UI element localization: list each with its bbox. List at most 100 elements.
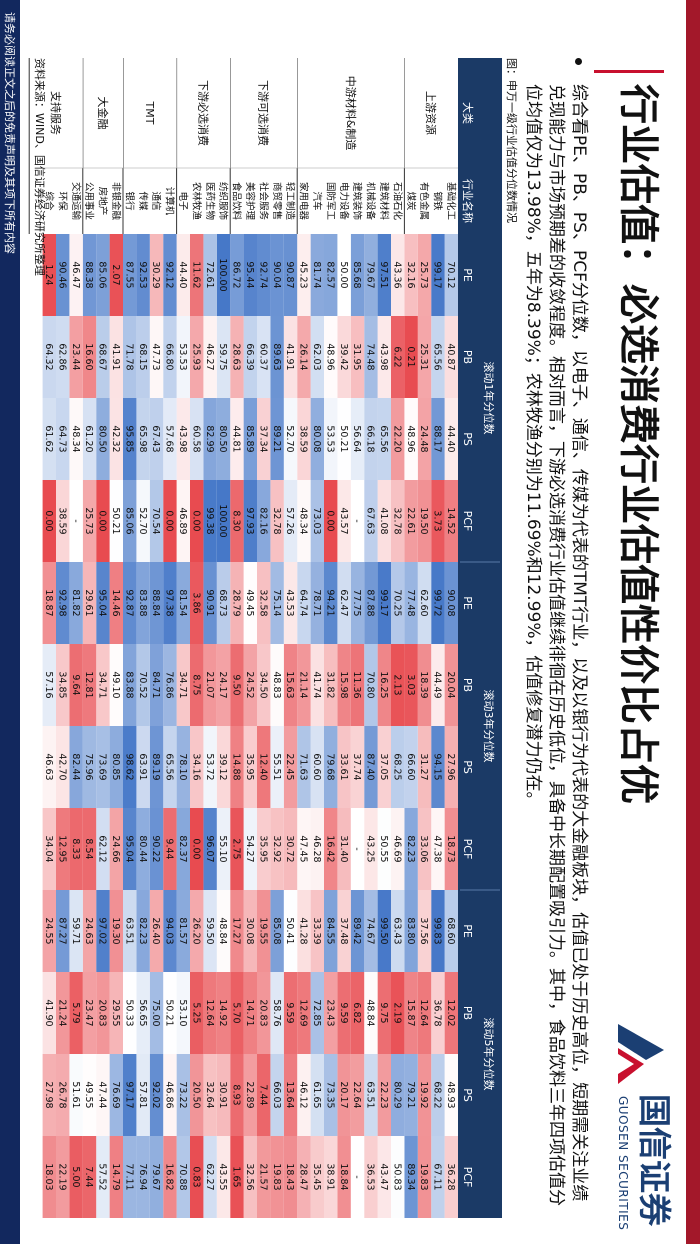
percentile-cell <box>310 562 324 644</box>
industry-cell <box>297 168 311 234</box>
logo-english-name: GUOSEN SECURITIES <box>616 1096 630 1231</box>
category-name: 上游资源 <box>424 91 438 135</box>
percentile-cell <box>297 234 311 316</box>
percentile-value: 36.53 <box>365 1163 376 1190</box>
percentile-cell <box>163 1054 177 1136</box>
percentile-cell <box>136 644 150 726</box>
percentile-cell <box>203 1136 217 1218</box>
percentile-value: 94.15 <box>432 753 443 780</box>
percentile-cell <box>189 398 204 480</box>
percentile-value: 17.27 <box>231 917 242 944</box>
percentile-cell <box>96 398 110 480</box>
percentile-value: 87.88 <box>365 589 376 616</box>
percentile-value: - <box>351 519 362 522</box>
percentile-value: 8.30 <box>231 510 242 531</box>
industry-cell <box>69 168 83 234</box>
percentile-value: 82.57 <box>324 261 335 288</box>
percentile-value: 74.67 <box>365 917 376 944</box>
percentile-cell <box>297 890 311 972</box>
category-cell <box>176 58 231 168</box>
percentile-cell <box>149 562 164 644</box>
percentile-cell <box>364 316 378 398</box>
percentile-value: 92.87 <box>123 589 134 616</box>
percentile-value: 16.25 <box>378 671 389 698</box>
percentile-cell <box>391 644 405 726</box>
header-category: 大类 <box>461 102 475 124</box>
industry-cell <box>404 168 418 234</box>
percentile-cell <box>96 1054 110 1136</box>
percentile-cell <box>136 480 150 562</box>
percentile-cell <box>243 726 257 808</box>
percentile-cell <box>176 234 190 316</box>
percentile-cell <box>42 1136 56 1218</box>
percentile-value: 22.64 <box>351 1081 362 1108</box>
percentile-cell <box>136 726 150 808</box>
percentile-value: 79.68 <box>324 753 335 780</box>
percentile-cell <box>55 1136 70 1218</box>
percentile-value: 12.64 <box>204 999 215 1026</box>
category-name: TMT <box>143 101 156 125</box>
percentile-cell <box>243 1054 257 1136</box>
percentile-cell <box>136 1054 150 1136</box>
percentile-value: 57.16 <box>43 671 54 698</box>
percentile-cell <box>337 890 351 972</box>
percentile-cell <box>189 644 204 726</box>
percentile-value: 61.20 <box>83 425 94 452</box>
percentile-value: 26.40 <box>150 917 161 944</box>
header-metric-label: PE <box>461 924 474 938</box>
percentile-cell <box>444 562 458 644</box>
percentile-cell <box>55 398 70 480</box>
percentile-value: 97.51 <box>378 261 389 288</box>
percentile-value: 26.78 <box>56 1081 67 1108</box>
percentile-value: 60.37 <box>257 343 268 370</box>
percentile-value: 24.17 <box>217 671 228 698</box>
percentile-value: 89.34 <box>405 1163 416 1190</box>
percentile-cell <box>417 726 432 808</box>
percentile-value: 68.15 <box>137 343 148 370</box>
percentile-cell <box>431 480 445 562</box>
percentile-value: 70.80 <box>365 671 376 698</box>
percentile-value: - <box>351 1175 362 1178</box>
percentile-value: 34.71 <box>177 671 188 698</box>
percentile-cell <box>283 808 298 890</box>
percentile-cell <box>431 890 445 972</box>
percentile-value: 80.29 <box>391 1081 402 1108</box>
percentile-value: 42.70 <box>56 753 67 780</box>
percentile-value: 73.22 <box>177 1081 188 1108</box>
percentile-value: 38.91 <box>324 1163 335 1190</box>
percentile-cell <box>122 644 137 726</box>
percentile-cell <box>189 726 204 808</box>
header-metric-label: PS <box>461 760 474 774</box>
percentile-cell <box>391 808 405 890</box>
percentile-value: 83.80 <box>405 917 416 944</box>
percentile-value: 88.17 <box>432 425 443 452</box>
percentile-value: 88.38 <box>83 261 94 288</box>
percentile-value: 15.63 <box>284 671 295 698</box>
percentile-value: 46.89 <box>177 507 188 534</box>
percentile-cell <box>96 808 110 890</box>
percentile-value: 68.67 <box>97 343 108 370</box>
percentile-cell <box>82 1054 97 1136</box>
percentile-cell <box>297 1054 311 1136</box>
percentile-cell <box>122 562 137 644</box>
percentile-value: 55.51 <box>271 753 282 780</box>
percentile-value: 77.48 <box>405 589 416 616</box>
percentile-cell <box>122 972 137 1054</box>
percentile-value: 68.60 <box>445 917 456 944</box>
percentile-cell <box>310 1136 324 1218</box>
percentile-cell <box>82 1136 97 1218</box>
percentile-cell <box>377 562 391 644</box>
percentile-value: 31.27 <box>418 753 429 780</box>
percentile-value: 92.98 <box>56 589 67 616</box>
percentile-cell <box>270 890 284 972</box>
industry-name: 银行 <box>123 191 135 211</box>
percentile-cell <box>203 480 217 562</box>
percentile-cell <box>377 808 391 890</box>
industry-cell <box>256 168 271 234</box>
percentile-cell <box>216 890 231 972</box>
percentile-value: 28.63 <box>231 343 242 370</box>
percentile-value: 13.64 <box>284 1081 295 1108</box>
percentile-cell <box>417 234 432 316</box>
percentile-value: 12.69 <box>298 999 309 1026</box>
percentile-cell <box>444 480 458 562</box>
